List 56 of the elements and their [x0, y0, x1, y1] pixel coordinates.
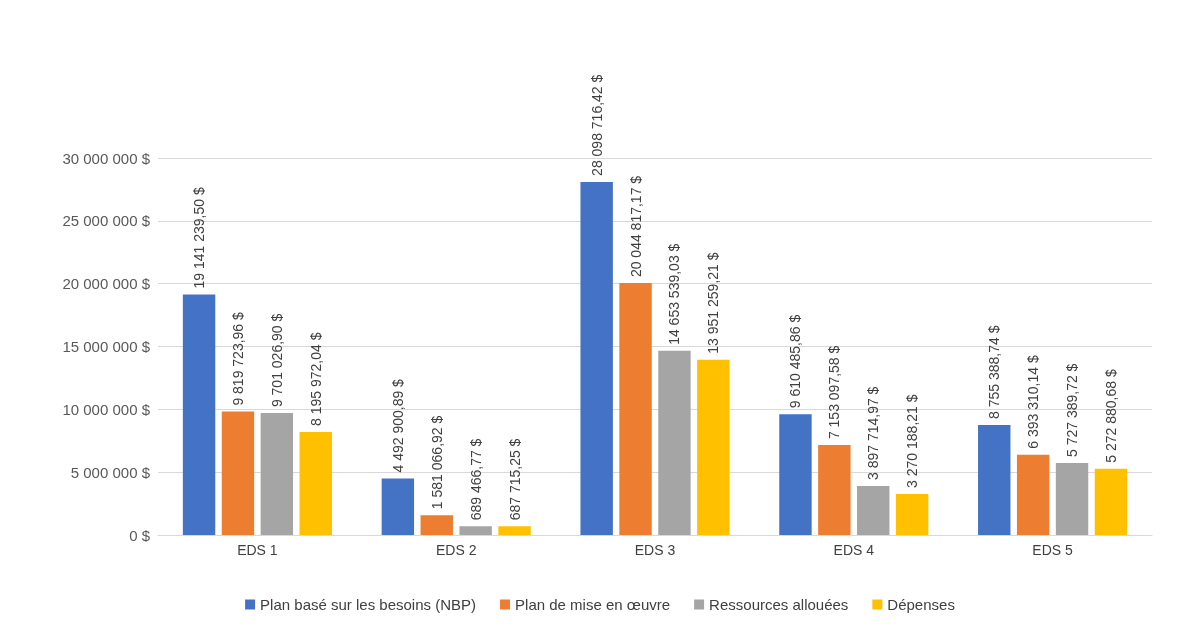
data-label: 9 610 485,86 $: [787, 314, 804, 409]
bar: [619, 283, 652, 535]
bar: [580, 181, 613, 535]
bar: [1055, 463, 1089, 535]
bar: [978, 424, 1011, 535]
data-label: 13 951 259,21 $: [705, 252, 722, 354]
data-label: 3 270 188,21 $: [904, 394, 921, 488]
x-tick-label: EDS 1: [237, 542, 278, 558]
data-label: 20 044 817,17 $: [627, 175, 644, 278]
bar: [1016, 454, 1050, 535]
bar: [381, 478, 415, 535]
y-tick-label: 30 000 000 $: [62, 149, 151, 167]
data-label: 14 653 539,03 $: [666, 243, 683, 345]
data-label: 9 819 723,96 $: [229, 311, 246, 406]
data-label: 28 098 716,42 $: [588, 74, 605, 176]
data-label: 19 141 239,50 $: [191, 187, 208, 289]
bar: [260, 413, 294, 535]
data-label: 687 715,25 $: [506, 438, 523, 521]
data-label: 4 492 900,89 $: [389, 378, 406, 473]
data-label: 8 195 972,04 $: [307, 332, 324, 426]
data-label: 7 153 097,58 $: [826, 345, 843, 440]
bar: [818, 445, 851, 535]
y-tick-label: 5 000 000 $: [70, 463, 151, 481]
bar: [895, 493, 929, 535]
data-label: 5 272 880,68 $: [1102, 369, 1119, 463]
data-label: 689 466,77 $: [467, 438, 484, 521]
data-label: 8 755 388,74 $: [986, 325, 1003, 419]
legend-label: Plan basé sur les besoins (NBP): [260, 596, 477, 613]
bar: [299, 432, 332, 535]
bar: [459, 526, 492, 535]
data-label: 1 581 066,92 $: [428, 415, 445, 510]
legend-label: Plan de mise en œuvre: [515, 596, 671, 613]
x-tick-label: EDS 5: [1032, 542, 1074, 558]
y-tick-label: 15 000 000 $: [62, 338, 151, 355]
data-label: 3 897 714,97 $: [865, 386, 882, 481]
x-tick-label: EDS 4: [833, 542, 875, 558]
bar: [221, 411, 255, 535]
bar: [420, 515, 453, 535]
legend-label: Ressources allouées: [709, 596, 849, 613]
x-tick-label: EDS 3: [634, 542, 676, 558]
x-tick-label: EDS 2: [435, 542, 477, 558]
y-tick-label: 20 000 000 $: [62, 275, 151, 293]
bar: [1094, 468, 1128, 535]
bar: [857, 486, 890, 535]
bar: [779, 414, 812, 535]
y-tick-label: 0 $: [129, 526, 151, 544]
data-label: 5 727 389,72 $: [1064, 363, 1081, 458]
bar: [498, 526, 531, 535]
legend-label: Dépenses: [887, 596, 955, 613]
data-label: 6 393 310,14 $: [1025, 355, 1042, 449]
bar: [658, 350, 691, 535]
y-tick-label: 25 000 000 $: [62, 212, 151, 230]
y-tick-label: 10 000 000 $: [62, 400, 151, 418]
data-label: 9 701 026,90 $: [268, 313, 285, 408]
bar: [697, 359, 730, 535]
bar: [182, 294, 216, 535]
